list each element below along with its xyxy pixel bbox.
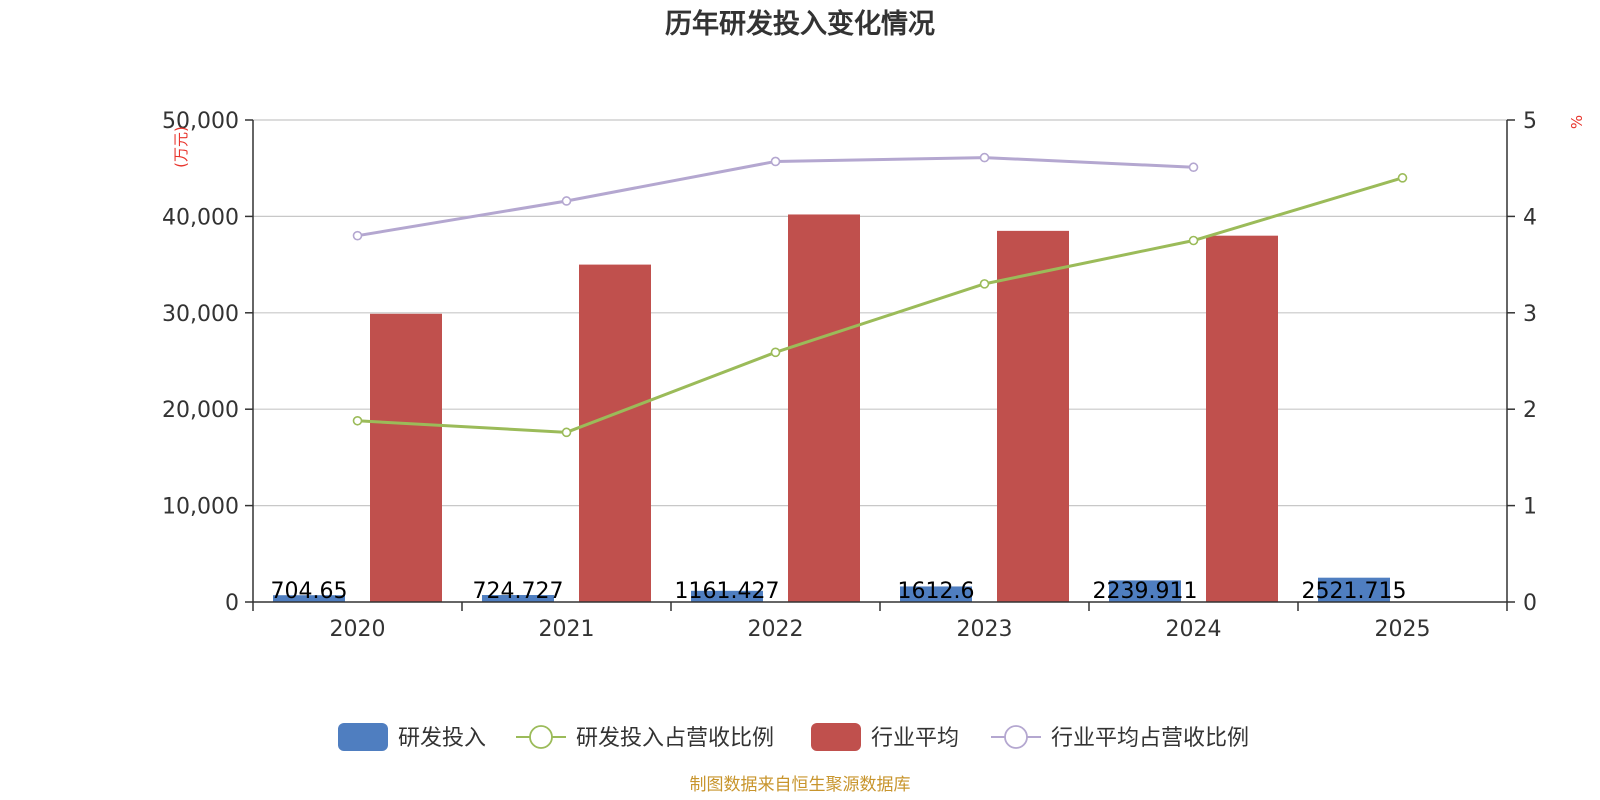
x-tick-label: 2023: [957, 617, 1013, 642]
bars: [273, 214, 1390, 603]
y-right-tick-label: 2: [1523, 398, 1537, 423]
chart-title: 历年研发投入变化情况: [665, 8, 935, 40]
bar-行业平均: [370, 313, 442, 602]
legend-label: 研发投入占营收比例: [576, 726, 774, 751]
bar-研发投入: [900, 586, 972, 602]
bar-研发投入: [273, 595, 345, 602]
point-行业平均占营收比例: [352, 230, 363, 241]
bar-行业平均: [1206, 235, 1278, 602]
point-研发投入占营收比例: [770, 347, 781, 358]
legend-label: 研发投入: [398, 726, 486, 751]
y-left-tick-label: 0: [225, 591, 239, 616]
point-行业平均占营收比例: [1188, 162, 1199, 173]
legend-label: 行业平均: [871, 726, 959, 751]
y-right-unit: %: [1568, 115, 1586, 129]
y-right-tick-label: 5: [1523, 109, 1537, 134]
y-left-unit: (万元): [172, 126, 190, 168]
legend-swatch-marker: [529, 725, 553, 749]
bar-value-label: 1161.427: [675, 579, 780, 604]
legend-swatch-marker: [1004, 725, 1028, 749]
x-tick-label: 2022: [748, 617, 804, 642]
bar-value-label: 724.727: [473, 579, 564, 604]
source-note: 制图数据来自恒生聚源数据库: [690, 775, 911, 795]
line-研发投入占营收比例: [357, 176, 1403, 434]
legend: 研发投入 研发投入占营收比例 行业平均 行业平均占营收比例: [338, 723, 1249, 751]
point-研发投入占营收比例: [979, 279, 990, 289]
x-tick-label: 2025: [1375, 617, 1431, 642]
point-研发投入占营收比例: [352, 415, 363, 426]
bar-value-label: 704.65: [271, 579, 348, 604]
legend-swatch: [338, 723, 388, 751]
y-left-tick-label: 40,000: [162, 205, 239, 230]
bar-value-label: 2521.715: [1302, 579, 1407, 604]
bar-行业平均: [788, 214, 860, 603]
y-left-tick-label: 10,000: [162, 495, 239, 520]
y-right-tick-label: 0: [1523, 591, 1537, 616]
x-tick-label: 2021: [539, 617, 595, 642]
y-left-tick-label: 30,000: [162, 302, 239, 327]
bar-行业平均: [997, 230, 1069, 603]
bar-研发投入: [482, 595, 554, 602]
point-行业平均占营收比例: [979, 152, 990, 163]
x-tick-label: 2024: [1166, 617, 1222, 642]
grid-lines: [253, 119, 1507, 507]
y-right-tick-label: 3: [1523, 302, 1537, 327]
line-行业平均占营收比例: [357, 156, 1194, 238]
legend-label: 行业平均占营收比例: [1051, 726, 1249, 751]
x-tick-label: 2020: [330, 617, 386, 642]
bar-value-label: 2239.911: [1093, 579, 1198, 604]
point-研发投入占营收比例: [1188, 235, 1199, 246]
bar-研发投入: [1318, 577, 1390, 602]
bar-研发投入: [1109, 580, 1181, 602]
point-研发投入占营收比例: [561, 427, 572, 438]
bar-value-label: 1612.6: [898, 579, 975, 604]
point-研发投入占营收比例: [1397, 173, 1408, 183]
y-left-tick-label: 20,000: [162, 398, 239, 423]
y-right-tick-label: 1: [1523, 495, 1537, 520]
legend-swatch: [811, 723, 861, 751]
point-行业平均占营收比例: [770, 156, 781, 167]
y-right-tick-label: 4: [1523, 205, 1537, 230]
point-行业平均占营收比例: [561, 196, 572, 206]
y-left-tick-label: 50,000: [162, 109, 239, 134]
axes: 0 10,000 20,000 30,000 40,000 50,000 0 1 2 3 4 5 202…: [162, 109, 1537, 642]
bar-labels: 704.65 724.727 1161.427 1612.6 2239.911 2521.…: [271, 579, 1407, 604]
series-lines: [352, 152, 1408, 438]
bar-研发投入: [691, 590, 763, 602]
bar-行业平均: [579, 264, 651, 602]
